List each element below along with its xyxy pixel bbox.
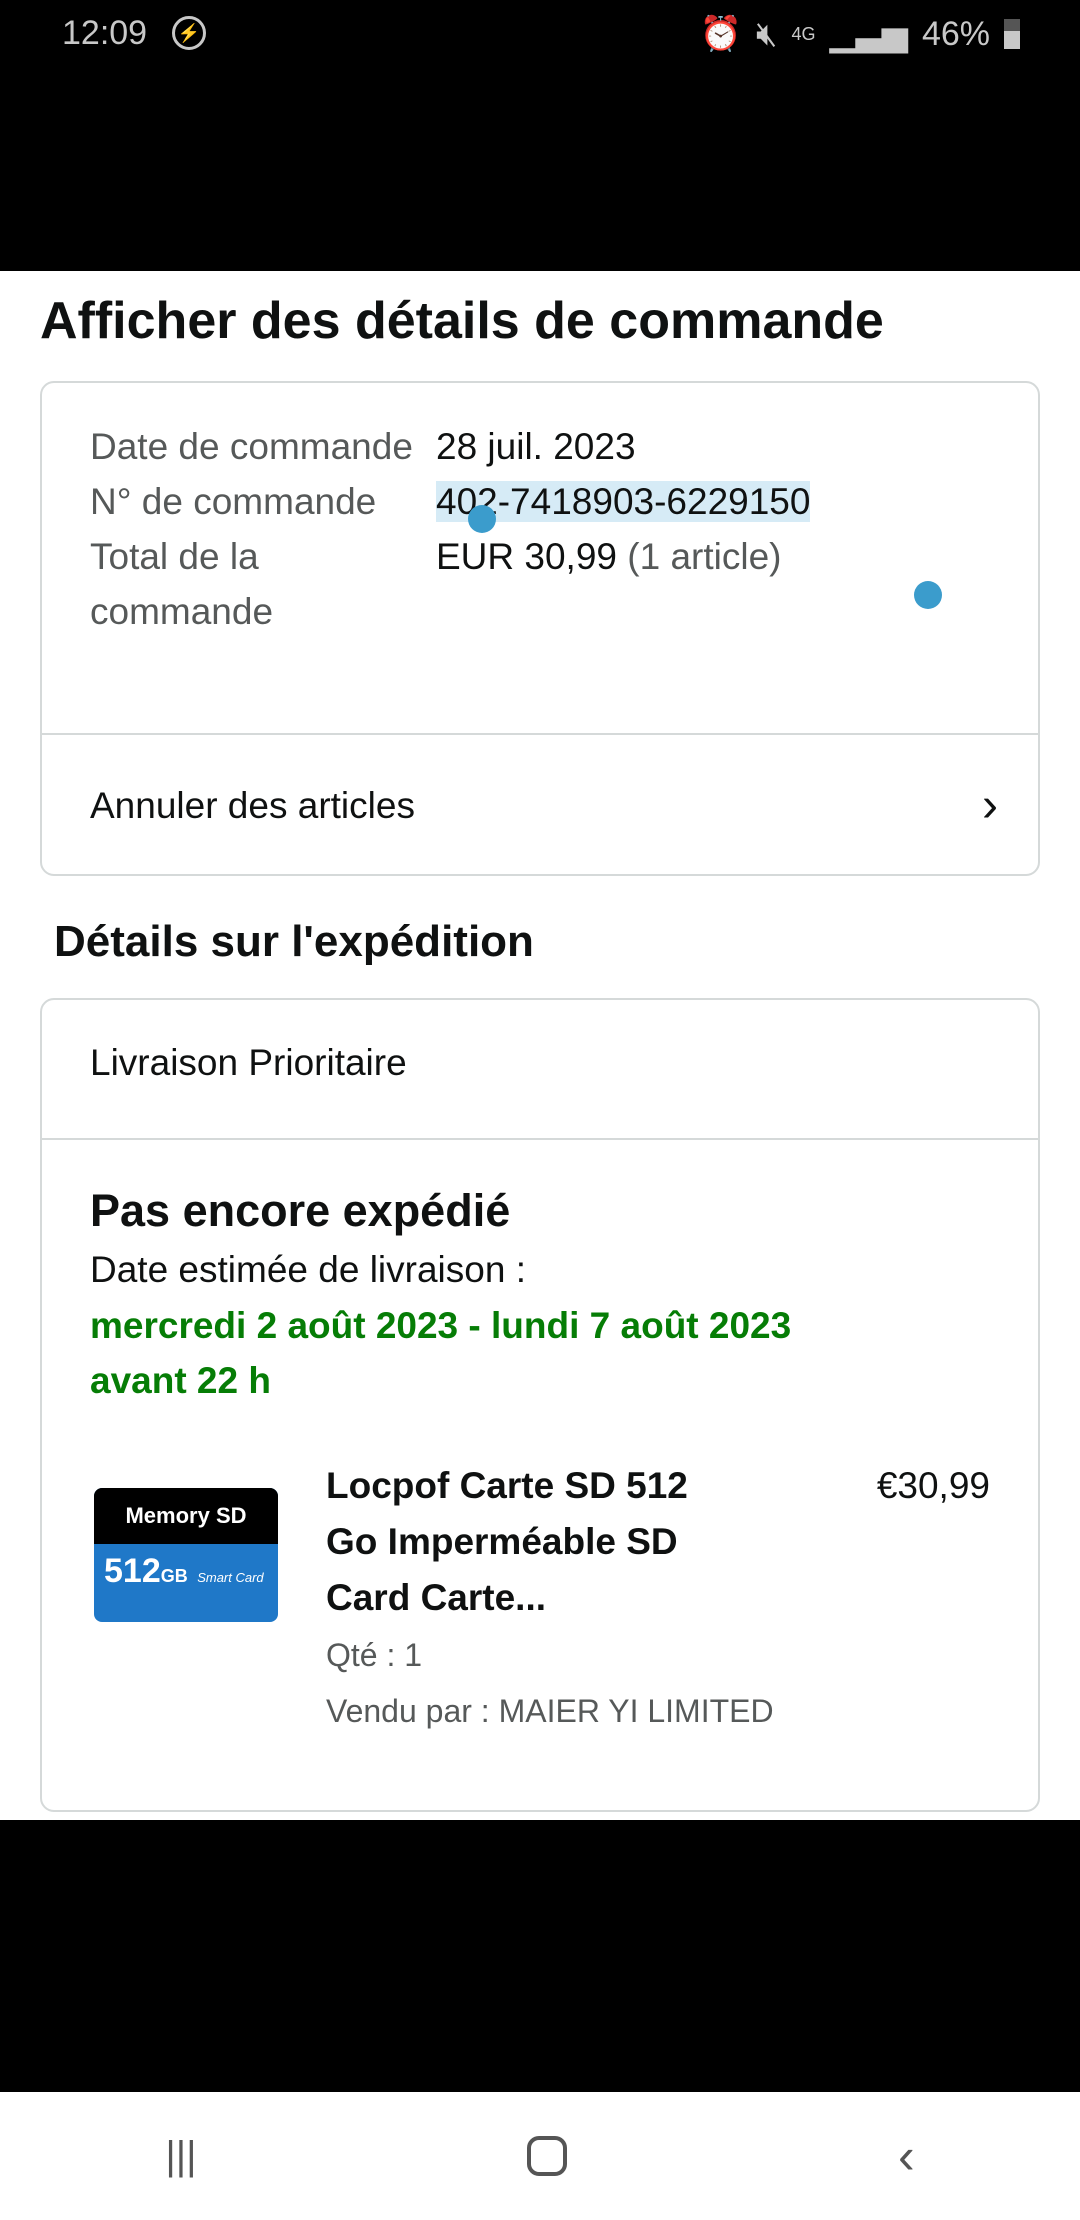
order-total: EUR 30,99 [436, 536, 617, 577]
cancel-items-row[interactable]: Annuler des articles › [42, 733, 1038, 876]
order-date-label: Date de commande [90, 426, 413, 467]
order-summary-card: Date de commande 28 juil. 2023 N° de comm… [40, 381, 1040, 876]
product-seller: Vendu par : MAIER YI LIMITED [326, 1693, 774, 1729]
recent-apps-button[interactable]: ||| [165, 2133, 197, 2178]
product-title-line3[interactable]: Card Carte... [326, 1577, 547, 1618]
selection-start-handle[interactable] [468, 505, 496, 533]
clock: 12:09 [62, 14, 148, 52]
order-item[interactable]: Memory SD 512GB Smart Card Locpof Carte … [90, 1458, 990, 1748]
order-number[interactable]: 402-7418903-6229150 [436, 481, 811, 522]
alarm-icon: ⏰ [699, 15, 743, 53]
delivery-estimate-dates: mercredi 2 août 2023 - lundi 7 août 2023 [90, 1305, 792, 1346]
chevron-right-icon: › [982, 779, 998, 832]
navigation-bar: ||| ‹ [0, 2092, 1080, 2220]
product-price: €30,99 [876, 1465, 990, 1506]
page-title: Afficher des détails de commande [40, 292, 884, 350]
product-title-line1[interactable]: Locpof Carte SD 512 [326, 1465, 688, 1506]
back-button[interactable]: ‹ [897, 2128, 915, 2184]
product-image-subtext: Smart Card [197, 1570, 264, 1585]
shipment-status: Pas encore expédié [90, 1185, 511, 1236]
battery-icon [1004, 19, 1020, 49]
status-bar: 12:09 ⚡ ⏰ 🔇︎ 4G ▁▃▅ 46% [0, 0, 1080, 70]
delivery-estimate-label: Date estimée de livraison : [90, 1249, 526, 1290]
order-item-count: (1 article) [627, 536, 782, 577]
product-image-unit: GB [160, 1566, 188, 1586]
selection-end-handle[interactable] [914, 581, 942, 609]
product-image-capacity: 512 [104, 1552, 161, 1590]
blank-area [0, 1820, 1080, 2092]
mute-icon: 🔇︎ [756, 14, 778, 53]
product-image-label: Memory SD [94, 1488, 278, 1544]
product-title-line2[interactable]: Go Imperméable SD [326, 1521, 678, 1562]
product-image[interactable]: Memory SD 512GB Smart Card [94, 1488, 278, 1622]
order-date: 28 juil. 2023 [436, 426, 636, 467]
signal-icon: ▁▃▅ [829, 15, 908, 53]
shipping-method: Livraison Prioritaire [42, 1000, 1038, 1140]
shipping-heading: Détails sur l'expédition [54, 917, 534, 966]
delivery-estimate-time: avant 22 h [90, 1360, 271, 1401]
home-button[interactable] [527, 2136, 568, 2176]
cancel-items-label: Annuler des articles [90, 784, 415, 826]
battery-percent: 46% [921, 14, 990, 53]
shipment-card: Livraison Prioritaire Pas encore expédié… [40, 998, 1040, 1812]
product-quantity: Qté : 1 [326, 1637, 423, 1673]
order-details-page: Afficher des détails de commande Date de… [0, 271, 1080, 1820]
order-total-label: Total de la commande [90, 536, 274, 632]
order-number-label: N° de commande [90, 481, 377, 522]
network-label: 4G [791, 23, 816, 44]
messenger-icon: ⚡ [172, 16, 206, 50]
